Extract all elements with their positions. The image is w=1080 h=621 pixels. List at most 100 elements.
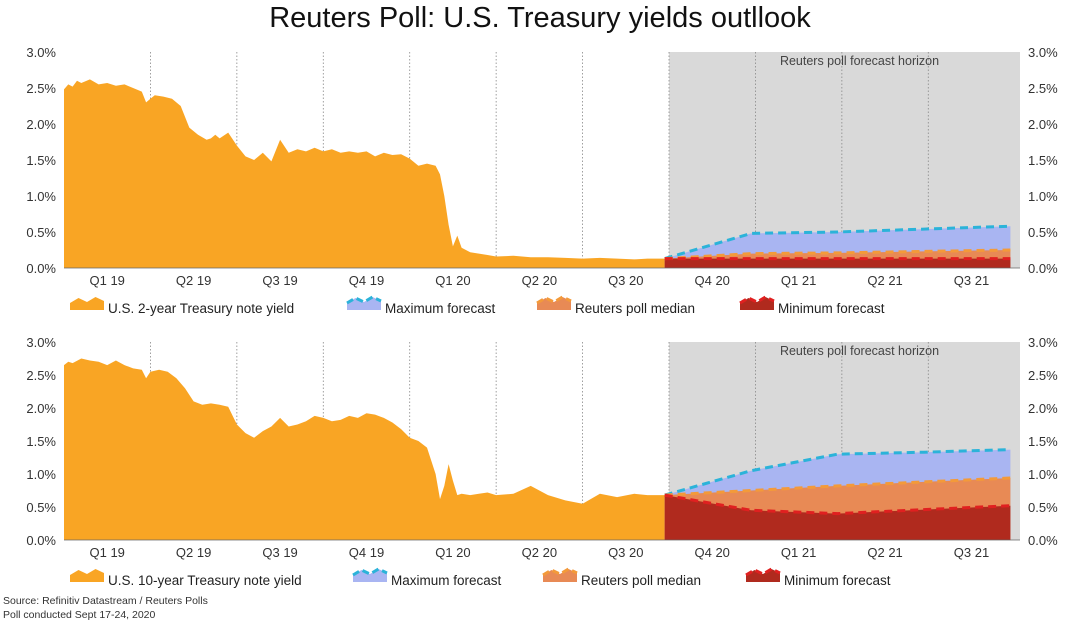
quarter-label: Q1 19 xyxy=(90,273,125,288)
y-tick-right: 2.0% xyxy=(1028,401,1058,416)
y-tick-right: 1.0% xyxy=(1028,189,1058,204)
page-title: Reuters Poll: U.S. Treasury yields outll… xyxy=(269,2,811,34)
y-tick-left: 2.0% xyxy=(26,117,56,132)
y-axis-right: 0.0% 0.5% 1.0% 1.5% 2.0% 2.5% 3.0% xyxy=(1028,45,1058,276)
quarter-label: Q4 19 xyxy=(349,545,384,560)
legend-label: Reuters poll median xyxy=(581,573,701,588)
quarter-label: Q2 19 xyxy=(176,273,211,288)
y-axis-left: 0.0% 0.5% 1.0% 1.5% 2.0% 2.5% 3.0% xyxy=(26,45,56,276)
legend-min-swatch xyxy=(745,567,781,582)
legend-actual-swatch xyxy=(70,297,104,310)
min-forecast-area xyxy=(664,258,1011,268)
y-tick-left: 0.0% xyxy=(26,533,56,548)
y-tick-left: 3.0% xyxy=(26,335,56,350)
forecast-horizon-label: Reuters poll forecast horizon xyxy=(780,344,939,358)
legend-label: Maximum forecast xyxy=(385,301,496,316)
quarter-label: Q1 19 xyxy=(90,545,125,560)
legend-label: Minimum forecast xyxy=(784,573,891,588)
legend-min-swatch xyxy=(739,295,775,310)
y-tick-right: 0.5% xyxy=(1028,225,1058,240)
legend-actual-swatch-fill xyxy=(70,569,104,582)
y-tick-left: 1.5% xyxy=(26,434,56,449)
legend-min-swatch-line xyxy=(739,295,775,305)
quarter-label: Q2 19 xyxy=(176,545,211,560)
quarter-label: Q2 21 xyxy=(867,545,902,560)
actual-yield-area xyxy=(64,358,665,540)
legend-min-swatch-line xyxy=(745,567,781,577)
quarter-label: Q2 20 xyxy=(522,545,557,560)
legend-max-swatch-line xyxy=(352,567,388,577)
legend-max-swatch-fill xyxy=(347,297,381,310)
quarter-label: Q3 19 xyxy=(262,273,297,288)
legend-actual-swatch-fill xyxy=(70,297,104,310)
quarter-label: Q1 21 xyxy=(781,545,816,560)
y-tick-left: 1.0% xyxy=(26,467,56,482)
chart-10yr: Reuters poll forecast horizon 0.0% 0.5% 1.… xyxy=(26,335,1058,588)
quarter-label: Q2 21 xyxy=(867,273,902,288)
x-axis-quarters: Q1 19 Q2 19 Q3 19 Q4 19 Q1 20 Q2 20 Q3 20 Q4 20… xyxy=(90,545,990,560)
legend-min-swatch-fill xyxy=(746,569,780,582)
legend-max-swatch xyxy=(352,567,388,582)
y-tick-left: 3.0% xyxy=(26,45,56,60)
legend-min-swatch-fill xyxy=(740,297,774,310)
legend-median-swatch-fill xyxy=(543,569,577,582)
y-tick-left: 1.0% xyxy=(26,189,56,204)
legend-label: Reuters poll median xyxy=(575,301,695,316)
legend-median-swatch xyxy=(536,295,572,310)
legend-max-swatch xyxy=(346,295,382,310)
quarter-label: Q3 20 xyxy=(608,273,643,288)
y-tick-right: 0.5% xyxy=(1028,500,1058,515)
x-axis-quarters: Q1 19 Q2 19 Q3 19 Q4 19 Q1 20 Q2 20 Q3 20 Q4 20… xyxy=(90,273,990,288)
legend-label: U.S. 10-year Treasury note yield xyxy=(108,573,302,588)
legend: U.S. 10-year Treasury note yield Maximum … xyxy=(70,567,891,588)
quarter-label: Q2 20 xyxy=(522,273,557,288)
actual-yield-area xyxy=(64,79,665,269)
y-axis-right: 0.0% 0.5% 1.0% 1.5% 2.0% 2.5% 3.0% xyxy=(1028,335,1058,548)
legend-actual-swatch xyxy=(70,569,104,582)
legend-label: U.S. 2-year Treasury note yield xyxy=(108,301,294,316)
quarter-label: Q1 20 xyxy=(435,273,470,288)
legend-label: Minimum forecast xyxy=(778,301,885,316)
legend-max-swatch-line xyxy=(346,295,382,305)
y-tick-right: 1.5% xyxy=(1028,153,1058,168)
chart-2yr: Reuters poll forecast horizon 0.0% 0.5% 1.… xyxy=(26,45,1058,316)
y-tick-left: 1.5% xyxy=(26,153,56,168)
source-note: Source: Refinitiv Datastream / Reuters P… xyxy=(3,595,208,607)
y-tick-right: 0.0% xyxy=(1028,533,1058,548)
legend-median-swatch-fill xyxy=(537,297,571,310)
max-forecast-line xyxy=(664,224,1011,261)
y-axis-left: 0.0% 0.5% 1.0% 1.5% 2.0% 2.5% 3.0% xyxy=(26,335,56,548)
y-tick-left: 2.0% xyxy=(26,401,56,416)
forecast-horizon-label: Reuters poll forecast horizon xyxy=(780,54,939,68)
y-tick-right: 0.0% xyxy=(1028,261,1058,276)
median-forecast-line xyxy=(664,476,1011,497)
y-tick-right: 2.0% xyxy=(1028,117,1058,132)
y-tick-right: 3.0% xyxy=(1028,335,1058,350)
quarter-label: Q4 19 xyxy=(349,273,384,288)
quarter-label: Q4 20 xyxy=(695,545,730,560)
legend-median-swatch-line xyxy=(536,295,572,305)
legend: U.S. 2-year Treasury note yield Maximum f… xyxy=(70,295,885,316)
legend-max-swatch-fill xyxy=(353,569,387,582)
y-tick-right: 2.5% xyxy=(1028,368,1058,383)
quarter-label: Q1 20 xyxy=(435,545,470,560)
y-tick-left: 0.5% xyxy=(26,500,56,515)
max-forecast-line xyxy=(664,448,1011,497)
min-forecast-line xyxy=(664,493,1011,516)
y-tick-right: 3.0% xyxy=(1028,45,1058,60)
min-forecast-area xyxy=(664,495,1011,540)
quarter-label: Q3 21 xyxy=(954,273,989,288)
y-tick-right: 1.0% xyxy=(1028,467,1058,482)
legend-median-swatch xyxy=(542,567,578,582)
poll-date-note: Poll conducted Sept 17-24, 2020 xyxy=(3,609,156,621)
quarter-label: Q3 19 xyxy=(262,545,297,560)
y-tick-right: 1.5% xyxy=(1028,434,1058,449)
quarter-label: Q3 21 xyxy=(954,545,989,560)
quarter-label: Q3 20 xyxy=(608,545,643,560)
y-tick-left: 0.0% xyxy=(26,261,56,276)
legend-label: Maximum forecast xyxy=(391,573,502,588)
quarter-label: Q4 20 xyxy=(695,273,730,288)
quarter-label: Q1 21 xyxy=(781,273,816,288)
y-tick-left: 2.5% xyxy=(26,81,56,96)
